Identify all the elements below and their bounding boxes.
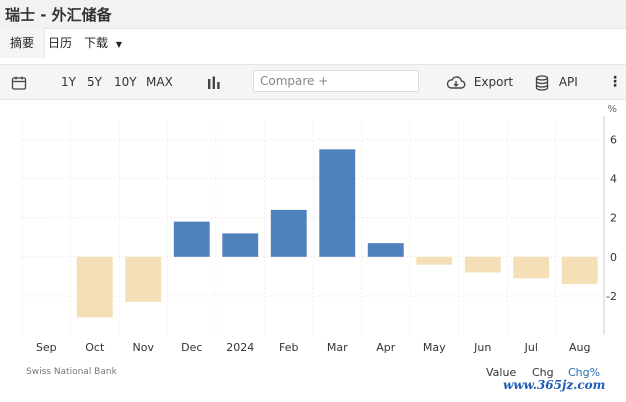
api-label: API [558,75,578,89]
x-tick-label: Jul [524,341,538,354]
tab-calendar-label: 日历 [48,36,73,50]
title-bar: 瑞士 - 外汇储备 [0,0,626,29]
bar-aug [561,256,598,285]
y-unit-label: % [607,104,617,115]
range-5y-button[interactable]: 5Y [87,75,102,89]
caret-down-icon: ▼ [115,40,122,49]
y-tick-label: 6 [610,134,617,147]
range-1y-button[interactable]: 1Y [61,75,76,89]
tab-bar: 摘要 日历 下载 ▼ [0,28,626,58]
x-tick-label: Feb [279,341,298,354]
database-icon [535,74,549,91]
x-tick-label: Jun [473,341,491,354]
x-tick-label: Mar [327,341,348,354]
bar-chart: Sep Oct Nov Dec 2024 Feb Mar Apr May Jun Jul Aug 6 4 2… [21,104,617,354]
bar-feb [270,209,307,257]
x-tick-label: Apr [376,341,396,354]
more-options-icon[interactable]: ⋮ [608,74,622,90]
tab-calendar[interactable]: 日历 [48,28,78,58]
bar-mar [319,149,356,257]
y-tick-label: 0 [610,251,617,264]
bar-jul [513,256,550,279]
bar-2024 [222,233,259,257]
bar-dec [173,221,210,257]
compare-input[interactable] [253,70,419,92]
x-tick-label: Aug [569,341,590,354]
mode-chg-percent-button[interactable]: Chg% [568,366,601,379]
tab-download[interactable]: 下载 ▼ [84,28,124,58]
label-layer: Sep Oct Nov Dec 2024 Feb Mar Apr May Jun Jul Aug 6 4 2… [36,104,617,354]
bar-may [416,256,453,265]
chart-toolbar: 1Y 5Y 10Y MAX Export API ⋮ [0,64,626,100]
x-tick-label: Oct [85,341,105,354]
range-10y-button[interactable]: 10Y [114,75,137,89]
bar-oct [76,256,113,318]
x-tick-label: 2024 [226,341,254,354]
bar-jun [464,256,501,273]
y-tick-label: 2 [610,212,617,225]
y-tick-label: -2 [606,290,617,303]
tab-summary[interactable]: 摘要 [0,28,45,58]
x-tick-label: May [423,341,446,354]
calendar-icon[interactable] [11,65,27,99]
tab-summary-label: 摘要 [9,36,34,50]
x-tick-label: Sep [36,341,57,354]
bar-apr [367,243,404,257]
watermark: www.365jz.com [503,378,606,392]
cloud-download-icon [446,75,466,89]
mode-chg-button[interactable]: Chg [532,366,554,379]
bar-layer [76,149,598,318]
page-title: 瑞士 - 外汇储备 [5,6,112,24]
x-tick-label: Nov [133,341,155,354]
export-label: Export [473,75,514,89]
bar-nov [125,256,162,302]
grid-layer [21,116,605,335]
x-tick-label: Dec [181,341,202,354]
api-button[interactable]: API [535,65,578,99]
export-button[interactable]: Export [446,65,513,99]
chart-type-icon[interactable] [207,65,221,99]
mode-value-button[interactable]: Value [486,366,517,379]
range-max-button[interactable]: MAX [146,75,173,89]
y-tick-label: 4 [610,173,617,186]
tab-download-label: 下载 [84,36,109,50]
source-label: Swiss National Bank [26,367,117,377]
